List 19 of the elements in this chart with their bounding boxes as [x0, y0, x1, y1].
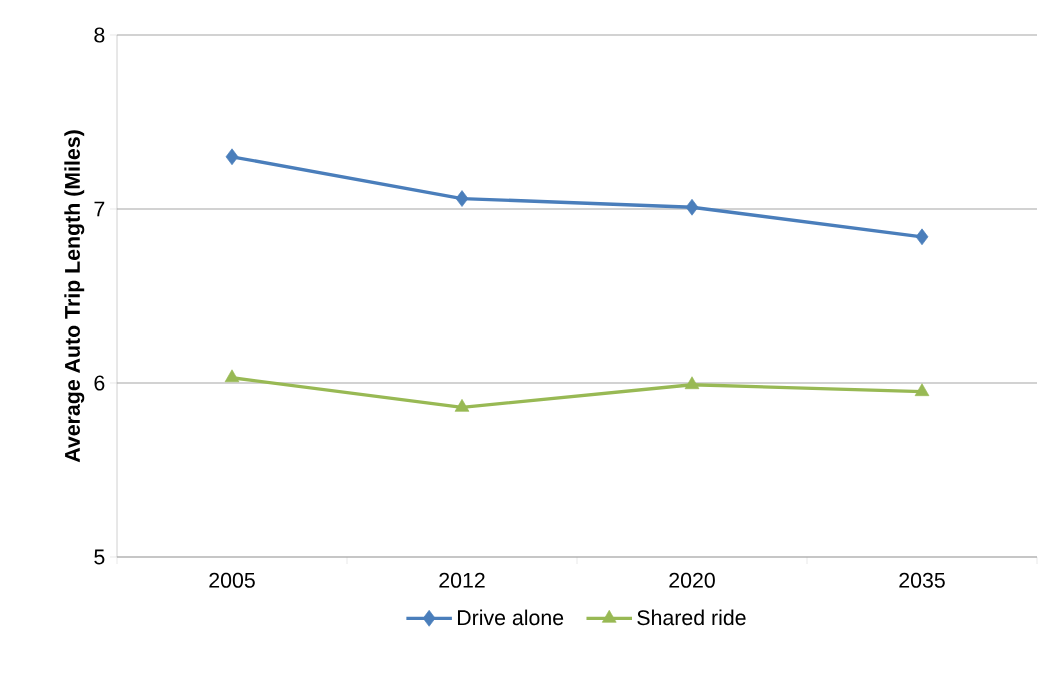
point	[225, 148, 239, 166]
point	[915, 228, 929, 246]
point	[455, 190, 469, 207]
y-tick-label: 8	[94, 27, 105, 43]
y-tick-label: 7	[94, 201, 105, 217]
point	[224, 369, 240, 383]
y-tick-label: 5	[94, 549, 105, 565]
x-tick-label: 2020	[669, 572, 715, 588]
point	[684, 376, 700, 390]
x-tick-label: 2035	[899, 572, 945, 588]
legend-label: Shared ride	[637, 609, 746, 626]
x-tick-label: 2012	[439, 572, 485, 588]
point	[454, 399, 470, 412]
legend-label: Drive alone	[457, 609, 564, 626]
point	[914, 383, 930, 397]
x-tick-label: 2005	[209, 572, 255, 588]
point	[685, 198, 699, 216]
y-tick-label: 6	[94, 375, 105, 391]
y-axis-title: Average Auto Trip Length (Miles)	[64, 130, 85, 463]
